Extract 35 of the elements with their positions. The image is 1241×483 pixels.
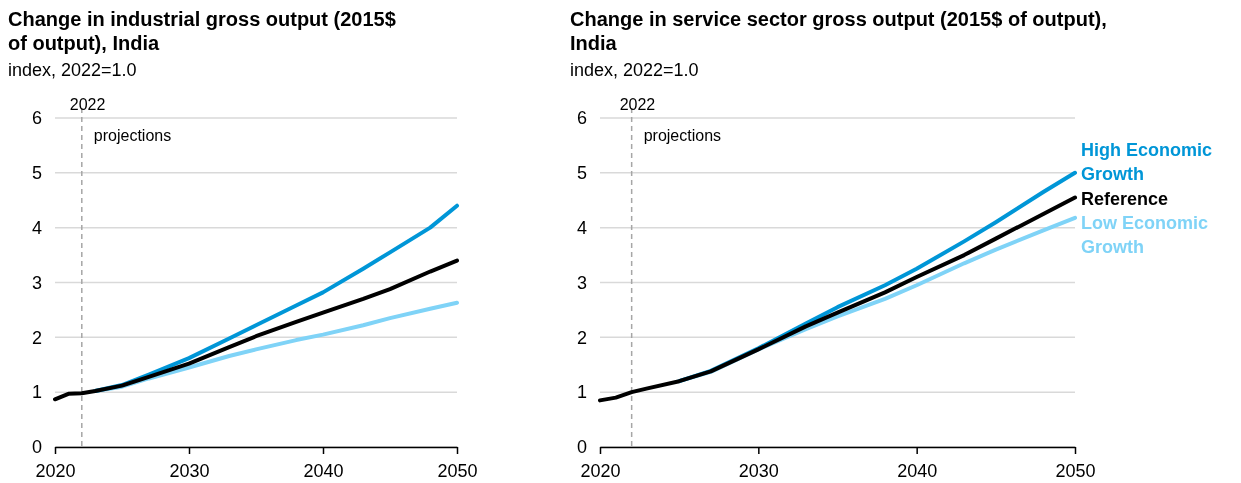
y-tick-label: 0 <box>31 437 42 458</box>
ref-line-label: 2022 <box>69 96 106 113</box>
chart-title: Change in service sector gross output (2015$ of output), India <box>570 8 1107 54</box>
x-tick-label: 2040 <box>303 460 344 481</box>
y-tick-label: 4 <box>31 217 42 238</box>
chart-subtitle: index, 2022=1.0 <box>8 60 137 80</box>
x-tick-label: 2050 <box>437 460 478 481</box>
x-tick-label: 2020 <box>35 460 76 481</box>
chart-title: Change in industrial gross output (2015$ of output), India <box>8 8 396 54</box>
annotation: projections <box>643 127 722 144</box>
y-tick-label: 0 <box>576 437 587 458</box>
x-tick-label: 2050 <box>1055 460 1096 481</box>
y-tick-label: 2 <box>576 327 587 348</box>
series-label: Reference <box>1081 188 1169 209</box>
y-tick-label: 1 <box>576 382 587 403</box>
y-tick-label: 1 <box>31 382 42 403</box>
y-tick-label: 2 <box>31 327 42 348</box>
x-tick-label: 2020 <box>580 460 621 481</box>
x-tick-label: 2030 <box>169 460 210 481</box>
y-tick-label: 6 <box>31 108 42 129</box>
chart-subtitle: index, 2022=1.0 <box>570 60 699 80</box>
ref-line-label: 2022 <box>619 96 656 113</box>
annotation: projections <box>93 127 172 144</box>
y-tick-label: 4 <box>576 217 587 238</box>
series-label: High Economic Growth <box>1081 139 1213 184</box>
y-tick-label: 6 <box>576 108 587 129</box>
line-series <box>598 195 1077 403</box>
y-tick-label: 3 <box>576 272 587 293</box>
y-tick-label: 3 <box>31 272 42 293</box>
series-label: Low Economic Growth <box>1081 212 1209 257</box>
x-tick-label: 2030 <box>738 460 779 481</box>
y-tick-label: 5 <box>576 163 587 184</box>
y-tick-label: 5 <box>31 163 42 184</box>
line-series <box>53 258 459 402</box>
x-tick-label: 2040 <box>897 460 938 481</box>
